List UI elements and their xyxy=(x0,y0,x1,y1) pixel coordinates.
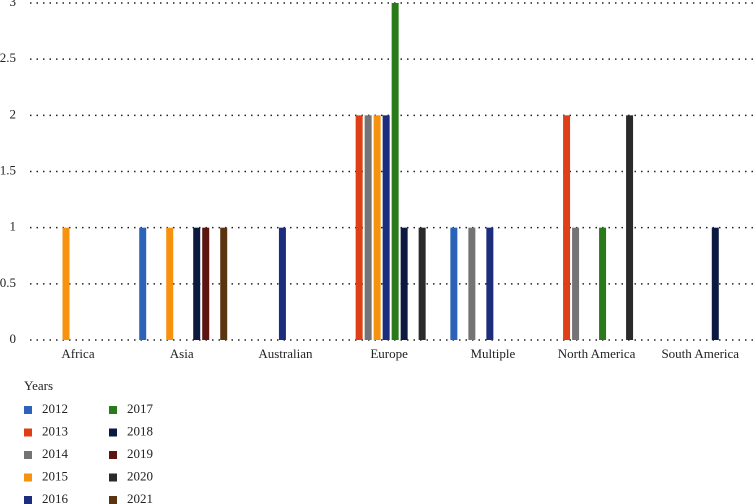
legend-label: 2020 xyxy=(127,468,153,483)
legend-swatch xyxy=(24,428,32,437)
bar xyxy=(355,115,363,340)
bar xyxy=(468,227,476,340)
bar xyxy=(391,3,399,340)
legend-label: 2018 xyxy=(127,423,153,438)
bar xyxy=(711,227,719,340)
bar xyxy=(563,115,571,340)
y-tick-label: 3 xyxy=(10,0,17,9)
bar xyxy=(572,227,580,340)
legend-swatch xyxy=(109,406,117,414)
x-tick-label: Africa xyxy=(61,346,94,361)
legend-label: 2019 xyxy=(127,446,153,461)
legend-swatch xyxy=(109,473,117,482)
legend-swatch xyxy=(109,428,117,437)
bar xyxy=(450,227,458,340)
y-tick-label: 2.5 xyxy=(0,50,16,65)
bar xyxy=(364,115,372,340)
x-tick-label: Australian xyxy=(258,346,313,361)
legend-label: 2017 xyxy=(127,401,154,416)
legend-title: Years xyxy=(24,378,53,393)
legend-label: 2013 xyxy=(42,423,68,438)
x-tick-label: Europe xyxy=(370,346,408,361)
legend-swatch xyxy=(24,473,32,482)
x-tick-label: North America xyxy=(558,346,636,361)
y-tick-label: 0 xyxy=(10,331,17,346)
legend-swatch xyxy=(109,451,117,459)
bar xyxy=(202,227,210,340)
bar xyxy=(400,227,408,340)
bar xyxy=(486,227,494,340)
bar xyxy=(373,115,381,340)
bar xyxy=(193,227,201,340)
bar xyxy=(220,227,228,340)
legend-swatch xyxy=(109,496,117,504)
bar xyxy=(382,115,390,340)
legend-swatch xyxy=(24,496,32,504)
bar xyxy=(599,227,607,340)
bar xyxy=(278,227,286,340)
y-tick-label: 1.5 xyxy=(0,162,16,177)
x-tick-label: Asia xyxy=(170,346,194,361)
legend-label: 2014 xyxy=(42,446,69,461)
y-tick-label: 2 xyxy=(10,106,17,121)
legend-label: 2016 xyxy=(42,491,69,504)
legend-label: 2012 xyxy=(42,401,68,416)
bar xyxy=(166,227,174,340)
x-tick-label: South America xyxy=(661,346,739,361)
bar xyxy=(139,227,147,340)
bar xyxy=(62,227,70,340)
y-tick-label: 0.5 xyxy=(0,275,16,290)
y-tick-label: 1 xyxy=(10,219,17,234)
legend-label: 2021 xyxy=(127,491,153,504)
legend-swatch xyxy=(24,406,32,414)
bar xyxy=(418,227,426,340)
legend-swatch xyxy=(24,451,32,459)
x-tick-label: Multiple xyxy=(470,346,515,361)
legend-label: 2015 xyxy=(42,468,68,483)
bar xyxy=(626,115,634,340)
